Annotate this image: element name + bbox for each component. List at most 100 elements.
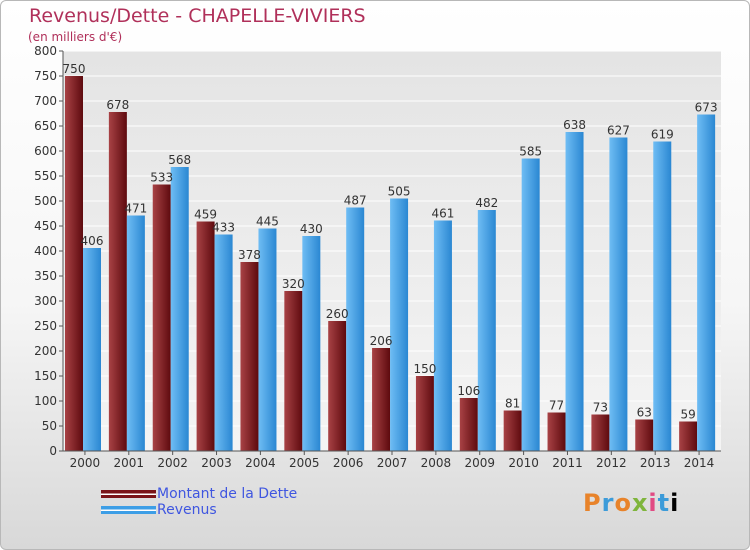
data-label-dette: 533 xyxy=(150,171,173,185)
y-tick-label: 650 xyxy=(34,119,57,133)
bar-dette xyxy=(328,321,347,451)
data-label-dette: 260 xyxy=(326,307,349,321)
bar-revenus xyxy=(653,141,672,451)
bar-revenus xyxy=(346,207,365,451)
x-tick-label: 2000 xyxy=(70,456,101,470)
bar-dette xyxy=(459,398,478,451)
y-tick-label: 800 xyxy=(34,44,57,58)
data-label-dette: 750 xyxy=(63,62,86,76)
x-tick-label: 2003 xyxy=(201,456,232,470)
bar-revenus xyxy=(214,234,233,451)
legend-label-dette: Montant de la Dette xyxy=(157,486,298,502)
data-label-revenus: 585 xyxy=(519,145,542,159)
data-label-revenus: 430 xyxy=(300,222,323,236)
bar-revenus xyxy=(390,198,409,451)
y-tick-label: 500 xyxy=(34,194,57,208)
data-label-dette: 678 xyxy=(106,98,129,112)
data-label-revenus: 505 xyxy=(388,185,411,199)
bar-revenus xyxy=(477,210,496,451)
x-tick-label: 2007 xyxy=(377,456,408,470)
bar-dette xyxy=(547,412,566,451)
data-label-dette: 206 xyxy=(370,334,393,348)
data-label-revenus: 568 xyxy=(168,153,191,167)
y-tick-label: 350 xyxy=(34,269,57,283)
data-label-dette: 81 xyxy=(505,397,520,411)
data-label-revenus: 433 xyxy=(212,221,235,235)
data-label-dette: 59 xyxy=(680,408,695,422)
data-label-dette: 77 xyxy=(549,399,564,413)
data-label-revenus: 487 xyxy=(344,194,367,208)
data-label-dette: 73 xyxy=(593,401,608,415)
data-label-revenus: 406 xyxy=(81,234,104,248)
bar-dette xyxy=(372,348,391,451)
data-label-revenus: 638 xyxy=(563,118,586,132)
bar-dette xyxy=(415,376,434,451)
bar-dette xyxy=(196,221,215,451)
x-tick-label: 2011 xyxy=(552,456,583,470)
bar-dette xyxy=(240,262,259,451)
bar-revenus xyxy=(302,236,321,451)
bar-dette xyxy=(503,410,522,451)
bar-dette xyxy=(635,419,654,451)
x-tick-label: 2013 xyxy=(640,456,671,470)
x-tick-label: 2009 xyxy=(464,456,495,470)
y-tick-label: 200 xyxy=(34,344,57,358)
y-tick-label: 550 xyxy=(34,169,57,183)
y-tick-label: 600 xyxy=(34,144,57,158)
data-label-revenus: 471 xyxy=(124,202,147,216)
x-tick-label: 2004 xyxy=(245,456,276,470)
y-tick-label: 50 xyxy=(42,419,57,433)
legend-swatch-dette xyxy=(101,490,156,498)
data-label-revenus: 482 xyxy=(475,196,498,210)
data-label-revenus: 673 xyxy=(695,101,718,115)
bar-revenus xyxy=(433,220,452,451)
y-tick-label: 750 xyxy=(34,69,57,83)
x-tick-label: 2014 xyxy=(684,456,715,470)
data-label-revenus: 461 xyxy=(431,207,454,221)
data-label-dette: 459 xyxy=(194,208,217,222)
bar-dette xyxy=(591,414,610,451)
x-tick-label: 2006 xyxy=(333,456,364,470)
chart-title: Revenus/Dette - CHAPELLE-VIVIERS xyxy=(29,5,366,27)
bar-revenus xyxy=(258,228,277,451)
x-tick-label: 2005 xyxy=(289,456,320,470)
x-tick-label: 2001 xyxy=(114,456,145,470)
data-label-revenus: 627 xyxy=(607,124,630,138)
y-tick-label: 300 xyxy=(34,294,57,308)
bar-dette xyxy=(679,421,698,451)
data-label-revenus: 619 xyxy=(651,128,674,142)
y-tick-label: 100 xyxy=(34,394,57,408)
x-tick-label: 2002 xyxy=(157,456,188,470)
bar-dette xyxy=(152,184,171,451)
chart-subtitle: (en milliers d'€) xyxy=(28,30,123,44)
y-tick-label: 150 xyxy=(34,369,57,383)
data-label-dette: 106 xyxy=(457,384,480,398)
y-tick-label: 700 xyxy=(34,94,57,108)
bar-revenus xyxy=(521,158,540,451)
x-tick-label: 2008 xyxy=(421,456,452,470)
data-label-dette: 150 xyxy=(413,362,436,376)
data-label-revenus: 445 xyxy=(256,215,279,229)
bar-dette xyxy=(108,112,127,451)
bar-revenus xyxy=(126,215,145,451)
x-tick-label: 2012 xyxy=(596,456,627,470)
data-label-dette: 63 xyxy=(637,406,652,420)
bar-revenus xyxy=(83,248,101,451)
bar-revenus xyxy=(697,114,716,451)
x-tick-label: 2010 xyxy=(508,456,539,470)
y-tick-label: 450 xyxy=(34,219,57,233)
proxiti-logo: Proxiti xyxy=(583,489,680,517)
bar-revenus xyxy=(565,132,584,451)
y-tick-label: 250 xyxy=(34,319,57,333)
legend-label-revenus: Revenus xyxy=(157,502,217,518)
bar-revenus xyxy=(609,137,628,451)
data-label-dette: 320 xyxy=(282,277,305,291)
legend-swatch-revenus xyxy=(101,506,156,514)
bar-revenus xyxy=(170,167,189,451)
bar-dette xyxy=(284,291,303,451)
y-tick-label: 0 xyxy=(49,444,57,458)
y-tick-label: 400 xyxy=(34,244,57,258)
data-label-dette: 378 xyxy=(238,248,261,262)
